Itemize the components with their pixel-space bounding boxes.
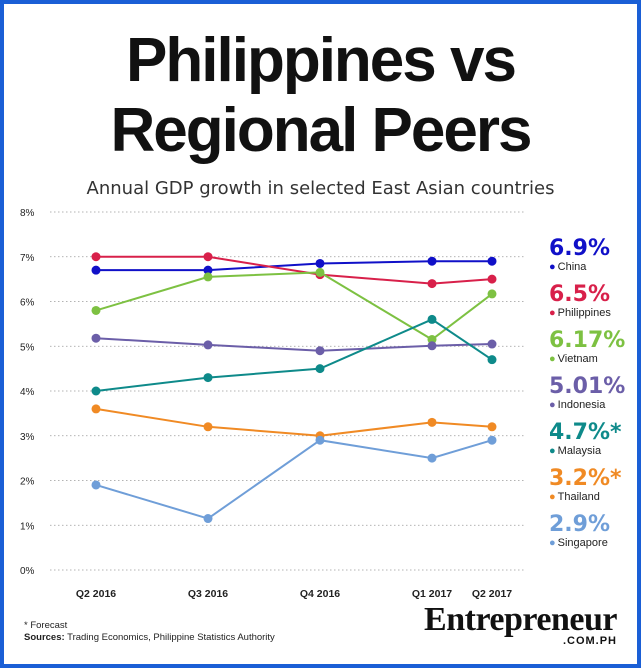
legend-item-china: 6.9% ● China	[549, 238, 637, 274]
page-title-line1: Philippines vs	[126, 26, 517, 95]
x-tick-label: Q4 2016	[300, 588, 340, 600]
data-point-china	[91, 265, 101, 275]
legend-item-malaysia: 4.7%* ● Malaysia	[549, 422, 637, 458]
data-point-singapore	[91, 480, 101, 490]
data-point-vietnam	[91, 305, 101, 315]
legend-dot-icon: ●	[549, 399, 556, 411]
page-title-line2: Regional Peers	[110, 96, 533, 165]
x-tick-label: Q3 2016	[188, 588, 228, 600]
legend-name: ● Thailand	[549, 490, 637, 504]
data-point-malaysia	[203, 373, 213, 383]
forecast-note: * Forecast	[24, 620, 68, 631]
brand-logo: Entrepreneur .COM.PH	[424, 601, 617, 648]
y-tick-label: 3%	[20, 432, 35, 443]
legend-item-vietnam: 6.17% ● Vietnam	[549, 330, 637, 366]
legend-dot-icon: ●	[549, 307, 556, 319]
legend-name: ● Vietnam	[549, 352, 637, 366]
y-tick-label: 8%	[20, 208, 35, 219]
legend-name: ● Indonesia	[549, 398, 637, 412]
data-point-thailand	[91, 404, 101, 414]
data-point-vietnam	[203, 272, 213, 282]
data-point-malaysia	[315, 364, 325, 374]
data-point-indonesia	[487, 339, 497, 349]
data-point-malaysia	[91, 386, 101, 396]
data-point-vietnam	[427, 335, 437, 345]
legend-dot-icon: ●	[549, 353, 556, 365]
data-point-philippines	[91, 252, 101, 262]
data-point-china	[487, 256, 497, 266]
legend-dot-icon: ●	[549, 445, 556, 457]
data-point-singapore	[315, 435, 325, 445]
y-tick-label: 4%	[20, 387, 35, 398]
data-point-philippines	[427, 279, 437, 289]
legend-name: ● Singapore	[549, 536, 637, 550]
legend-name-text: Malaysia	[557, 445, 602, 457]
legend-name-text: Vietnam	[557, 353, 598, 365]
legend-value: 6.9%	[549, 236, 611, 261]
legend-item-singapore: 2.9% ● Singapore	[549, 514, 637, 550]
data-point-china	[427, 256, 437, 266]
legend-value: 6.5%	[549, 282, 611, 307]
legend-dot-icon: ●	[549, 261, 556, 273]
y-tick-label: 0%	[20, 566, 35, 577]
series-line-malaysia	[95, 318, 493, 392]
legend-name: ● Philippines	[549, 306, 637, 320]
data-point-singapore	[487, 435, 497, 445]
legend-name-text: Indonesia	[557, 399, 606, 411]
y-tick-label: 7%	[20, 253, 35, 264]
legend-value: 6.17%	[549, 328, 626, 353]
y-tick-label: 5%	[20, 342, 35, 353]
infographic-frame: Philippines vs Regional Peers Annual GDP…	[4, 4, 637, 664]
brand-name: Entrepreneur	[424, 601, 617, 638]
y-tick-label: 1%	[20, 521, 35, 532]
legend-name-text: Singapore	[557, 537, 608, 549]
data-point-china	[315, 258, 325, 268]
data-point-singapore	[203, 514, 213, 524]
data-point-indonesia	[203, 340, 213, 350]
legend-name: ● China	[549, 260, 637, 274]
data-point-malaysia	[427, 314, 437, 324]
data-point-philippines	[487, 274, 497, 284]
data-point-singapore	[427, 453, 437, 463]
legend-name-text: Philippines	[557, 307, 611, 319]
data-point-vietnam	[315, 267, 325, 277]
data-point-indonesia	[315, 346, 325, 356]
legend-dot-icon: ●	[549, 537, 556, 549]
legend-name-text: China	[557, 261, 587, 273]
series-line-singapore	[95, 439, 493, 520]
data-point-thailand	[427, 417, 437, 427]
legend-dot-icon: ●	[549, 491, 556, 503]
legend-value: 5.01%	[549, 374, 626, 399]
legend-name-text: Thailand	[557, 491, 600, 503]
chart-subtitle: Annual GDP growth in selected East Asian…	[86, 178, 555, 199]
y-tick-label: 2%	[20, 477, 35, 488]
data-point-vietnam	[487, 289, 497, 299]
data-point-philippines	[203, 252, 213, 262]
line-chart: 0% 1% 2% 3% 4% 5% 6% 7% 8% Q2 2016 Q3 2016 Q4 2016 Q…	[20, 208, 524, 600]
legend-value: 4.7%*	[549, 420, 622, 445]
data-point-thailand	[203, 422, 213, 432]
legend-item-thailand: 3.2%* ● Thailand	[549, 468, 637, 504]
sources-text: Trading Economics, Philippine Statistics…	[67, 632, 275, 643]
legend-name: ● Malaysia	[549, 444, 637, 458]
sources-line: Sources: Trading Economics, Philippine S…	[24, 632, 275, 643]
data-point-malaysia	[487, 355, 497, 365]
data-point-indonesia	[427, 341, 437, 351]
data-point-china	[203, 265, 213, 275]
legend-item-indonesia: 5.01% ● Indonesia	[549, 376, 637, 412]
x-tick-label: Q2 2016	[76, 588, 116, 600]
brand-domain: .COM.PH	[562, 635, 617, 647]
sources-label: Sources:	[24, 632, 65, 643]
legend-value: 3.2%*	[549, 466, 622, 491]
legend-value: 2.9%	[549, 512, 611, 537]
data-point-indonesia	[91, 333, 101, 343]
x-tick-label: Q1 2017	[412, 588, 452, 600]
x-tick-label: Q2 2017	[472, 588, 512, 600]
data-point-thailand	[487, 422, 497, 432]
y-tick-label: 6%	[20, 298, 35, 309]
legend-item-philippines: 6.5% ● Philippines	[549, 284, 637, 320]
